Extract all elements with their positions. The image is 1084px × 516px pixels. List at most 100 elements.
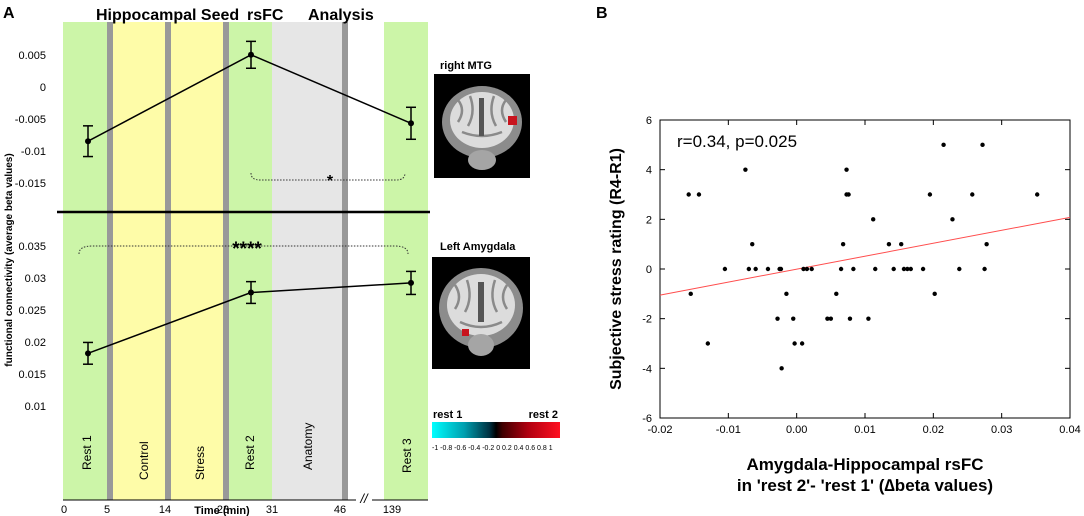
bottom-ytick: 0.035	[18, 241, 46, 253]
scatter-point	[873, 266, 878, 272]
scatter-point	[908, 266, 913, 272]
scatter-point	[950, 217, 955, 222]
scatter-point	[753, 266, 758, 272]
scatter-point	[722, 266, 728, 272]
colorbar-low-label: rest 1	[433, 409, 462, 421]
phase-band-control	[113, 22, 165, 500]
phase-label-rest2: Rest 2	[243, 435, 257, 470]
mtg-brain-image	[434, 74, 530, 178]
scatter-xtick-label: 0.04	[1059, 424, 1080, 436]
scatter-ytick-label: 6	[646, 115, 652, 127]
scatter-point	[982, 266, 987, 272]
top-ytick: -0.015	[15, 178, 46, 190]
scatter-point	[705, 341, 711, 346]
correlation-annotation: r=0.34, p=0.025	[677, 132, 797, 151]
top-sig-label: *	[327, 173, 334, 190]
panel-a-label: A	[3, 5, 15, 22]
phase-band-rest1	[63, 22, 108, 500]
amygdala-point	[248, 289, 254, 296]
scatter-point	[840, 241, 846, 247]
scatter-point	[851, 266, 856, 272]
scatter-xtick-label: -0.02	[647, 424, 672, 436]
mtg-series	[83, 40, 416, 158]
scatter-point	[799, 341, 805, 346]
divider-3	[223, 22, 229, 500]
axis-break-mark: //	[359, 491, 369, 506]
top-ytick: -0.01	[21, 146, 46, 158]
scatter-point	[792, 341, 797, 346]
mtg-point	[85, 138, 91, 145]
scatter-point	[743, 167, 748, 172]
colorbar	[432, 422, 560, 438]
scatter-point	[686, 192, 691, 197]
scatter-point	[778, 266, 784, 272]
top-sig-bracket	[250, 172, 406, 181]
bottom-yticks: 0.035 0.03 0.025 0.02 0.015 0.01	[18, 241, 46, 413]
panel-b: B 6 4 2 0 -2 -4 -6 -0.02 -0.01 0.00 0.01 0.02 0.03 0…	[596, 5, 1081, 495]
scatter-plot-frame	[659, 119, 1071, 419]
bottom-sig-bracket	[78, 245, 409, 255]
scatter-point	[932, 291, 937, 297]
title-part-2: rsFC	[247, 7, 284, 24]
top-ytick: -0.005	[15, 114, 46, 126]
scatter-point	[784, 291, 789, 297]
scatter-point	[801, 266, 806, 272]
scatter-point	[941, 142, 946, 148]
scatter-point	[844, 167, 849, 172]
scatter-xtick-label: 0.03	[991, 424, 1012, 436]
title-part-1: Hippocampal Seed	[96, 7, 239, 24]
scatter-point	[828, 316, 834, 321]
scatter-point	[984, 241, 989, 247]
scatter-ytick-label: -2	[642, 314, 652, 326]
scatter-point	[834, 291, 839, 297]
amygdala-point	[85, 350, 91, 357]
scatter-point	[750, 241, 755, 247]
panel-a-y-label: functional connectivity (average beta va…	[4, 153, 15, 366]
top-ytick: 0	[40, 82, 46, 94]
scatter-point	[891, 266, 896, 272]
top-ytick: 0.005	[18, 50, 46, 62]
scatter-point	[846, 192, 851, 197]
scatter-xtick-label: 0.00	[786, 424, 807, 436]
divider-2	[165, 22, 171, 500]
scatter-points	[686, 142, 1040, 371]
bottom-ytick: 0.02	[25, 337, 46, 349]
scatter-point	[927, 192, 933, 197]
scatter-point	[970, 192, 975, 197]
regression-line	[659, 216, 1071, 296]
time-tick: 46	[334, 504, 346, 516]
time-tick: 31	[266, 504, 278, 516]
phase-label-rest1: Rest 1	[80, 435, 94, 470]
mtg-region-label: right MTG	[440, 60, 492, 72]
time-tick: 23	[217, 504, 229, 516]
scatter-point	[838, 266, 844, 272]
scatter-ytick-label: -6	[642, 413, 652, 425]
phase-label-control: Control	[137, 441, 151, 480]
scatter-point	[779, 366, 784, 371]
scatter-point	[791, 316, 796, 321]
time-tick: 14	[159, 504, 171, 516]
scatter-point	[746, 266, 752, 272]
scatter-y-label: Subjective stress rating (R4-R1)	[608, 148, 625, 390]
top-yticks: 0.005 0 -0.005 -0.01 -0.015	[15, 50, 46, 190]
time-tick: 0	[61, 504, 67, 516]
scatter-ytick-label: 0	[646, 264, 652, 276]
scatter-point	[871, 217, 876, 222]
scatter-point	[905, 266, 910, 272]
scatter-point	[775, 316, 780, 321]
scatter-xtick-label: 0.02	[923, 424, 944, 436]
colorbar-ticks: -1 -0.8 -0.6 -0.4 -0.2 0 0.2 0.4 0.6 0.8…	[432, 445, 553, 452]
scatter-point	[809, 266, 814, 272]
scatter-point	[847, 316, 853, 321]
amygdala-brain-image	[432, 257, 530, 369]
bottom-ytick: 0.015	[18, 369, 46, 381]
scatter-point	[899, 241, 904, 247]
phase-band-rest2	[229, 22, 272, 500]
divider-1	[107, 22, 113, 500]
phase-label-stress: Stress	[193, 446, 207, 480]
amygdala-point	[408, 279, 414, 286]
scatter-xtick-label: 0.01	[854, 424, 875, 436]
scatter-x-label-line2: in 'rest 2'- 'rest 1' (∆beta values)	[737, 476, 993, 495]
